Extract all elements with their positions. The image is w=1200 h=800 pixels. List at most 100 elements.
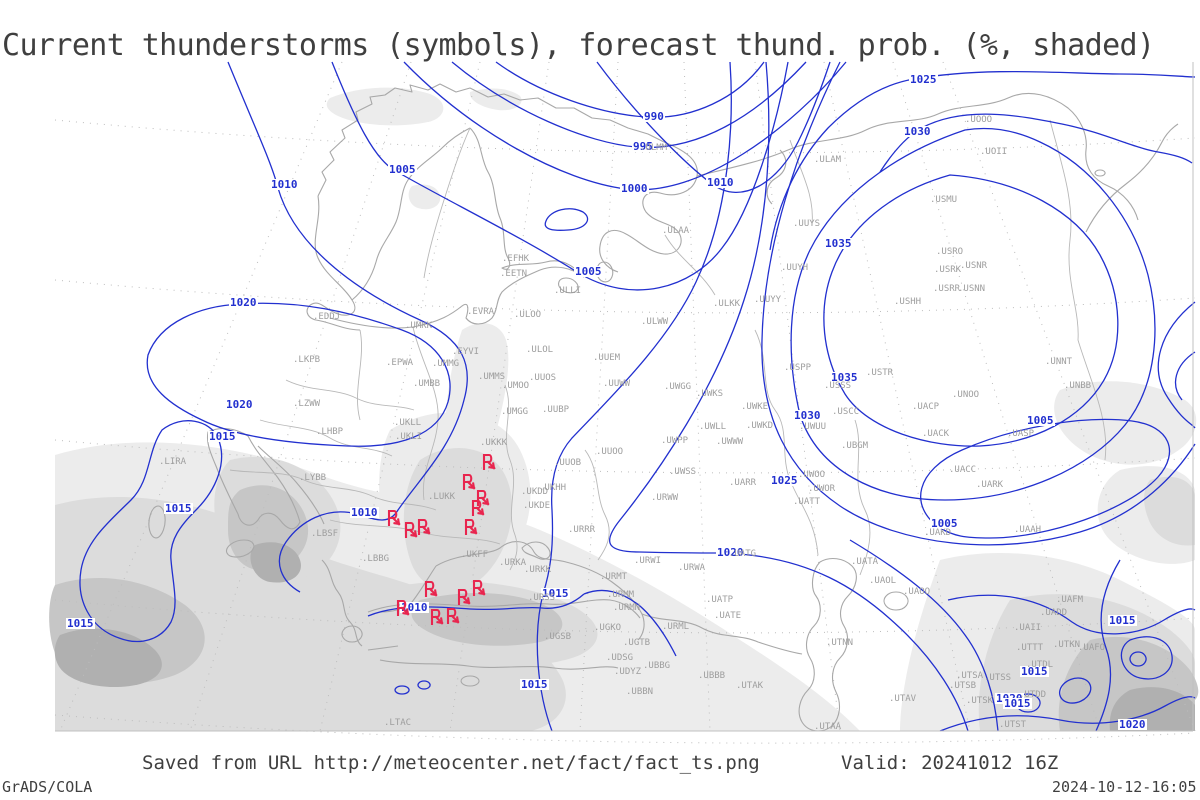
station-label: .LIRA (159, 457, 187, 467)
station-label: .USCC (832, 407, 860, 417)
station-label: .UGTB (623, 638, 651, 648)
station-label: .UDSG (606, 653, 634, 663)
station-label: .UATG (729, 549, 757, 559)
station-label: .UTSK (966, 696, 994, 706)
thunderstorm-icon (480, 453, 496, 475)
station-label: .UKFF (461, 550, 489, 560)
station-label: .UASP (1007, 429, 1035, 439)
station-label: .UUYY (754, 295, 782, 305)
station-label: .UTSA (956, 671, 984, 681)
station-label: .UTDL (1026, 660, 1054, 670)
station-label: .ULOO (514, 310, 542, 320)
station-label: .URML (662, 622, 690, 632)
station-label: .EPWA (386, 358, 414, 368)
thunderstorm-icon (415, 518, 431, 540)
station-label: .USRO (936, 247, 964, 257)
isobar-label: 1005 (930, 517, 959, 530)
saved-from-url-caption: Saved from URL http://meteocenter.net/fa… (142, 752, 760, 774)
station-label: .UGSB (544, 632, 572, 642)
station-label: .UUEM (593, 353, 621, 363)
station-label: .USTR (866, 368, 894, 378)
station-label: .UTST (999, 720, 1027, 730)
station-label: .UWKS (696, 389, 724, 399)
isobar-label: 1025 (909, 73, 938, 86)
station-label: .UATA (851, 557, 879, 567)
isobar-label: 1015 (1020, 665, 1049, 678)
isobar-label: 1020 (1118, 718, 1147, 731)
station-label: .UTSS (984, 673, 1012, 683)
station-label: .UUYH (781, 263, 809, 273)
isobar-label: 1015 (164, 502, 193, 515)
thunderstorm-icon (394, 599, 410, 621)
station-label: .EFHK (502, 254, 530, 264)
station-label: .LZWW (293, 399, 321, 409)
station-label: .UWOR (808, 484, 836, 494)
isobar-label: 1035 (830, 371, 859, 384)
station-label: .UTTT (1016, 643, 1044, 653)
station-label: .UOOO (965, 115, 993, 125)
station-label: .USRK (934, 265, 962, 275)
station-label: .UUOB (554, 458, 582, 468)
isobar-label: 1015 (520, 678, 549, 691)
isobar-label: 1015 (1108, 614, 1137, 627)
station-label: .UWPP (661, 436, 689, 446)
thunderstorm-icon (385, 509, 401, 531)
station-label: .UWKD (746, 421, 774, 431)
station-label: .LBSF (311, 529, 339, 539)
station-label: .UUBP (542, 405, 570, 415)
graticule-layer (54, 61, 1196, 744)
thunderstorm-icon (474, 489, 490, 511)
station-label: .UADD (1040, 608, 1068, 618)
station-label: .URWA (678, 563, 706, 573)
station-label: .UBBG (643, 661, 671, 671)
station-label: .UAOO (903, 587, 931, 597)
station-label: .UACC (949, 465, 977, 475)
station-label: .UBBB (698, 671, 726, 681)
station-label: .UAFO (1078, 643, 1106, 653)
station-label: .UACP (912, 402, 940, 412)
station-label: .URSS (528, 593, 556, 603)
station-label: .UBGM (841, 441, 869, 451)
isobar-label: 990 (643, 110, 665, 123)
isobar-label: 1020 (716, 546, 745, 559)
timestamp-caption: 2024-10-12-16:05 (1052, 778, 1197, 796)
station-label: .UUWW (603, 379, 631, 389)
thunderstorm-icon (428, 608, 444, 630)
station-label: .UWUU (799, 422, 827, 432)
station-label: .ULKK (713, 299, 741, 309)
station-label: .USNR (960, 261, 988, 271)
station-label: .UUOO (596, 447, 624, 457)
station-label: .ULOL (526, 345, 554, 355)
isobar-label: 1005 (388, 163, 417, 176)
isobar-label: 1010 (270, 178, 299, 191)
station-label: .UTSB (949, 681, 977, 691)
station-label: .UTAA (814, 722, 842, 732)
page-title: Current thunderstorms (symbols), forecas… (2, 28, 1155, 63)
isobar-label: 1015 (208, 430, 237, 443)
station-label: .UARR (729, 478, 757, 488)
station-label: .UATP (706, 595, 734, 605)
isobar-label: 1035 (824, 237, 853, 250)
thunderstorm-icon (444, 607, 460, 629)
station-label: .USHH (894, 297, 922, 307)
station-label: .LTAC (384, 718, 412, 728)
station-label: .UATT (793, 497, 821, 507)
station-label: .UWSS (669, 467, 697, 477)
isobar-label: 1000 (620, 182, 649, 195)
station-label: .UMOO (502, 381, 530, 391)
station-label: .UBBN (626, 687, 654, 697)
station-label: .LYBB (299, 473, 327, 483)
station-label: .UMBB (413, 379, 441, 389)
isobar-label: 1030 (793, 409, 822, 422)
thunderstorm-icon (469, 499, 485, 521)
station-label: .URKA (499, 558, 527, 568)
station-label: .UWLL (699, 422, 727, 432)
isobar-label: 1005 (1026, 414, 1055, 427)
isobar-label: 1020 (229, 296, 258, 309)
station-label: .UTNN (826, 638, 854, 648)
station-label: .ULAM (814, 155, 842, 165)
station-label: .UMMG (432, 359, 460, 369)
isobar-label: 1005 (574, 265, 603, 278)
